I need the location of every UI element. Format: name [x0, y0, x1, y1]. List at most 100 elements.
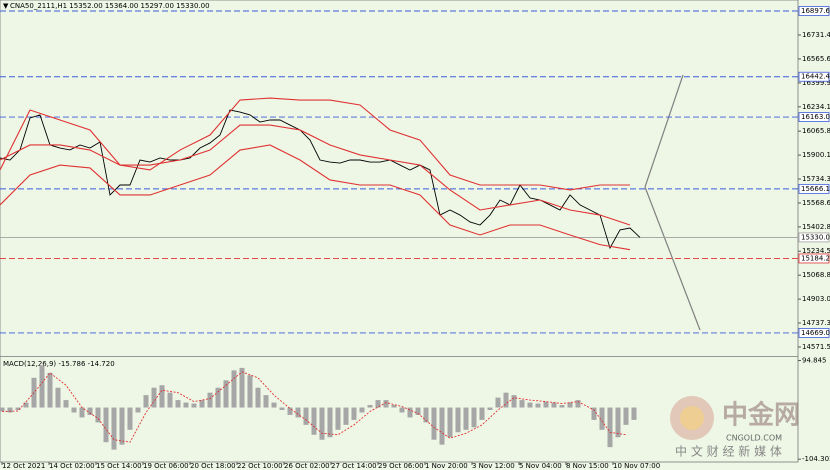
x-tick-label: 22 Oct 10:00	[237, 462, 283, 470]
macd-bar	[7, 407, 13, 413]
macd-bar	[447, 407, 453, 438]
macd-bar	[503, 392, 509, 408]
level-label: 16163.00	[801, 113, 830, 121]
level-label-box	[798, 112, 830, 123]
watermark: 中金网 CNGOLD.COM 中 文 财 经 新 媒 体	[670, 396, 800, 459]
macd-bar	[399, 407, 405, 413]
macd-bar	[375, 400, 381, 408]
level-label-box	[798, 6, 830, 16]
macd-bar	[239, 367, 245, 408]
macd-bar	[631, 407, 637, 420]
x-tick-label: 19 Oct 06:00	[143, 462, 189, 470]
y-tick-label: 14903.05	[802, 295, 830, 303]
x-tick-label: 29 Oct 06:00	[378, 462, 424, 470]
y-tick-label: -104.303	[802, 455, 830, 463]
macd-bar	[559, 405, 565, 408]
macd-bar	[279, 407, 285, 410]
macd-bar	[535, 403, 541, 408]
level-label-box	[798, 327, 830, 338]
x-tick-label: 5 Nov 04:00	[519, 462, 562, 470]
macd-bar	[143, 395, 149, 408]
macd-bar	[79, 407, 85, 418]
level-label: 16897.60	[801, 7, 830, 15]
macd-bar	[383, 400, 389, 408]
y-tick-label: 16065.85	[802, 127, 830, 135]
macd-bar	[55, 387, 61, 408]
macd-bar	[15, 407, 21, 410]
x-tick-label: 8 Nov 15:00	[566, 462, 609, 470]
macd-bar	[303, 407, 309, 425]
macd-bar	[511, 395, 517, 408]
macd-bar	[215, 387, 221, 408]
macd-bar	[39, 365, 45, 408]
x-tick-label: 20 Oct 18:00	[190, 462, 236, 470]
macd-title: MACD(12,26,9) -15.786 -14.720	[3, 360, 115, 368]
x-tick-label: 15 Oct 14:00	[96, 462, 142, 470]
plot-frame	[0, 0, 799, 463]
bollinger-band	[0, 124, 631, 226]
level-label: 16442.48	[801, 73, 830, 81]
macd-bar	[479, 407, 485, 420]
y-tick-label: 15402.85	[802, 223, 830, 231]
macd-bar	[623, 407, 629, 425]
macd-bar	[103, 407, 109, 443]
macd-bar	[391, 405, 397, 408]
y-tick-label: 94.845	[802, 357, 827, 365]
bollinger-band	[0, 97, 630, 191]
macd-bar	[519, 400, 525, 408]
macd-bar	[263, 395, 269, 408]
macd-bar	[23, 402, 29, 408]
menu-arrow: ▼	[3, 2, 9, 10]
y-tick-label: 15900.10	[802, 151, 830, 159]
x-tick-label: 1 Nov 20:00	[425, 462, 468, 470]
y-tick-label: 16731.40	[802, 31, 830, 39]
y-tick-label: 15568.60	[802, 199, 830, 207]
macd-bar	[247, 375, 253, 408]
signal-line	[1, 371, 627, 443]
level-label: 15330.00	[801, 233, 830, 241]
level-label: 15666.13	[801, 185, 830, 193]
level-label-box	[798, 253, 830, 264]
macd-bar	[175, 400, 181, 408]
macd-bar	[423, 407, 429, 423]
macd-bar	[271, 402, 277, 408]
macd-bar	[415, 407, 421, 415]
x-tick-label: 3 Nov 12:00	[472, 462, 515, 470]
macd-bar	[319, 407, 325, 440]
macd-bar	[0, 407, 5, 412]
watermark-slogan: 中 文 财 经 新 媒 体	[675, 444, 782, 459]
y-tick-label: 16565.65	[802, 55, 830, 63]
macd-bar	[471, 407, 477, 428]
macd-bar	[463, 407, 469, 430]
macd-bar	[591, 407, 597, 420]
macd-bar	[351, 407, 357, 420]
projection-arrows	[644, 74, 701, 331]
watermark-url: CNGOLD.COM	[726, 434, 782, 443]
macd-bar	[231, 370, 237, 408]
macd-bar	[551, 402, 557, 408]
macd-bar	[295, 407, 301, 418]
macd-bar	[183, 402, 189, 408]
y-tick-label: 15734.35	[802, 175, 830, 183]
macd-bar	[127, 407, 133, 430]
x-tick-label: 12 Oct 2021	[2, 462, 45, 470]
y-tick-label: 15068.80	[802, 271, 830, 279]
macd-bar	[431, 407, 437, 440]
x-tick-label: 27 Oct 14:00	[331, 462, 377, 470]
macd-bar	[95, 407, 101, 423]
macd-bar	[495, 397, 501, 408]
level-label: 15184.26	[801, 254, 830, 262]
macd-bar	[359, 407, 365, 413]
macd-bar	[335, 407, 341, 430]
macd-bar	[191, 403, 197, 408]
macd-bar	[439, 407, 445, 445]
level-label-box	[798, 183, 830, 194]
x-tick-label: 10 Nov 07:00	[613, 462, 660, 470]
macd-bar	[71, 407, 77, 413]
level-label-box	[798, 71, 830, 82]
level-label-box	[798, 232, 830, 243]
bollinger-band	[0, 144, 631, 251]
macd-bar	[599, 407, 605, 430]
